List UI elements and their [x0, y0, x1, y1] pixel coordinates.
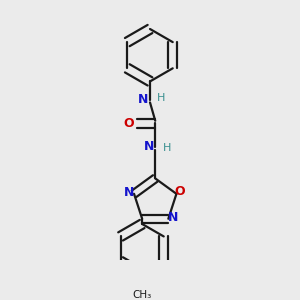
Text: N: N	[168, 211, 178, 224]
Text: N: N	[124, 186, 134, 199]
Text: H: H	[163, 143, 171, 153]
Text: CH₃: CH₃	[133, 290, 152, 300]
Text: O: O	[174, 185, 185, 198]
Text: N: N	[138, 93, 149, 106]
Text: N: N	[144, 140, 154, 154]
Text: H: H	[157, 94, 166, 103]
Text: O: O	[123, 117, 134, 130]
